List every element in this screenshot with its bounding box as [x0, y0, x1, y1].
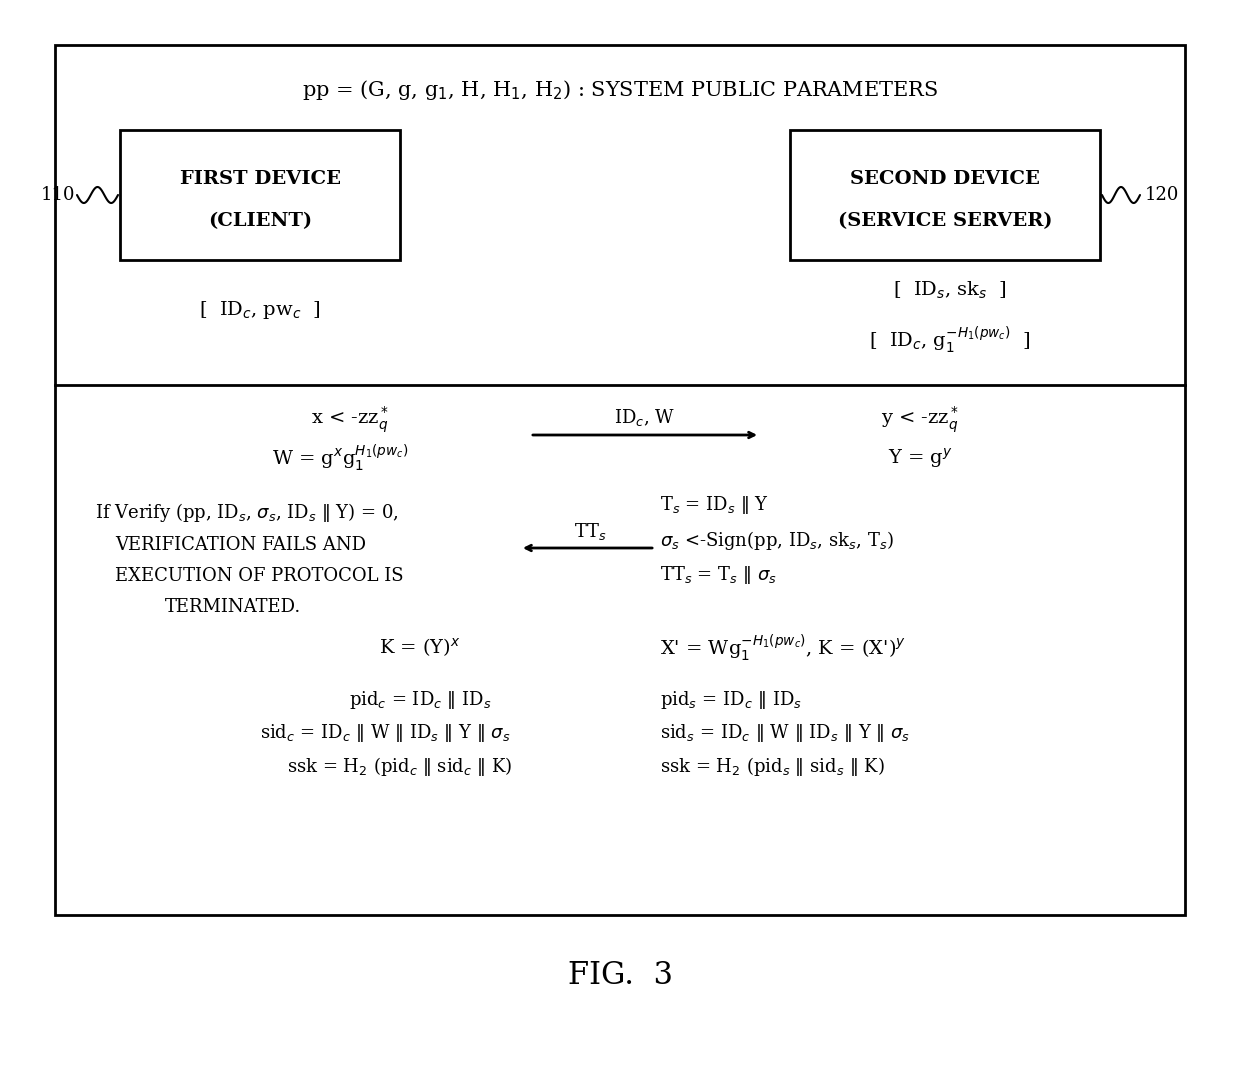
Bar [55, 45, 1185, 915]
Text: TT$_s$ = T$_s$ $\Vert$ $\sigma_s$: TT$_s$ = T$_s$ $\Vert$ $\sigma_s$ [660, 564, 777, 586]
Text: K = (Y)$^x$: K = (Y)$^x$ [379, 637, 461, 659]
Text: [  ID$_c$, g$_1^{-H_1(pw_c)}$  ]: [ ID$_c$, g$_1^{-H_1(pw_c)}$ ] [869, 324, 1030, 356]
Text: pid$_s$ = ID$_c$ $\Vert$ ID$_s$: pid$_s$ = ID$_c$ $\Vert$ ID$_s$ [660, 689, 802, 711]
Text: (SERVICE SERVER): (SERVICE SERVER) [838, 212, 1053, 230]
Text: $\sigma_s$ <-Sign(pp, ID$_s$, sk$_s$, T$_s$): $\sigma_s$ <-Sign(pp, ID$_s$, sk$_s$, T$… [660, 529, 894, 551]
Text: T$_s$ = ID$_s$ $\Vert$ Y: T$_s$ = ID$_s$ $\Vert$ Y [660, 494, 769, 516]
Text: pp = (G, g, g$_1$, H, H$_1$, H$_2$) : SYSTEM PUBLIC PARAMETERS: pp = (G, g, g$_1$, H, H$_1$, H$_2$) : SY… [301, 78, 939, 102]
Text: SECOND DEVICE: SECOND DEVICE [851, 171, 1040, 188]
Text: [  ID$_c$, pw$_c$  ]: [ ID$_c$, pw$_c$ ] [200, 299, 321, 321]
Text: sid$_s$ = ID$_c$ $\Vert$ W $\Vert$ ID$_s$ $\Vert$ Y $\Vert$ $\sigma_s$: sid$_s$ = ID$_c$ $\Vert$ W $\Vert$ ID$_s… [660, 722, 910, 744]
Text: EXECUTION OF PROTOCOL IS: EXECUTION OF PROTOCOL IS [115, 568, 404, 585]
Text: pid$_c$ = ID$_c$ $\Vert$ ID$_s$: pid$_c$ = ID$_c$ $\Vert$ ID$_s$ [348, 689, 491, 711]
Text: X' = Wg$_1^{-H_1(pw_c)}$, K = (X')$^y$: X' = Wg$_1^{-H_1(pw_c)}$, K = (X')$^y$ [660, 632, 906, 664]
Text: [  ID$_s$, sk$_s$  ]: [ ID$_s$, sk$_s$ ] [893, 279, 1007, 301]
Text: TERMINATED.: TERMINATED. [165, 598, 301, 616]
Bar [120, 130, 401, 261]
Text: If Verify (pp, ID$_s$, $\sigma_s$, ID$_s$ $\Vert$ Y) = 0,: If Verify (pp, ID$_s$, $\sigma_s$, ID$_s… [95, 501, 399, 523]
Text: TT$_s$: TT$_s$ [574, 521, 606, 543]
Text: FIG.  3: FIG. 3 [568, 960, 672, 990]
Text: 120: 120 [1145, 186, 1179, 204]
Text: Y = g$^y$: Y = g$^y$ [888, 446, 952, 470]
Text: VERIFICATION FAILS AND: VERIFICATION FAILS AND [115, 536, 366, 553]
Text: x < -zz$_q^*$: x < -zz$_q^*$ [311, 404, 389, 436]
Bar [790, 130, 1100, 261]
Text: ID$_c$, W: ID$_c$, W [615, 408, 676, 428]
Text: ssk = H$_2$ (pid$_s$ $\Vert$ sid$_s$ $\Vert$ K): ssk = H$_2$ (pid$_s$ $\Vert$ sid$_s$ $\V… [660, 755, 885, 777]
Text: 110: 110 [41, 186, 74, 204]
Text: FIRST DEVICE: FIRST DEVICE [180, 171, 341, 188]
Text: W = g$^x$g$_1^{H_1(pw_c)}$: W = g$^x$g$_1^{H_1(pw_c)}$ [272, 443, 408, 473]
Text: (CLIENT): (CLIENT) [208, 212, 312, 230]
Text: sid$_c$ = ID$_c$ $\Vert$ W $\Vert$ ID$_s$ $\Vert$ Y $\Vert$ $\sigma_s$: sid$_c$ = ID$_c$ $\Vert$ W $\Vert$ ID$_s… [259, 722, 510, 744]
Text: ssk = H$_2$ (pid$_c$ $\Vert$ sid$_c$ $\Vert$ K): ssk = H$_2$ (pid$_c$ $\Vert$ sid$_c$ $\V… [288, 755, 513, 777]
Text: y < -zz$_q^*$: y < -zz$_q^*$ [880, 404, 959, 436]
